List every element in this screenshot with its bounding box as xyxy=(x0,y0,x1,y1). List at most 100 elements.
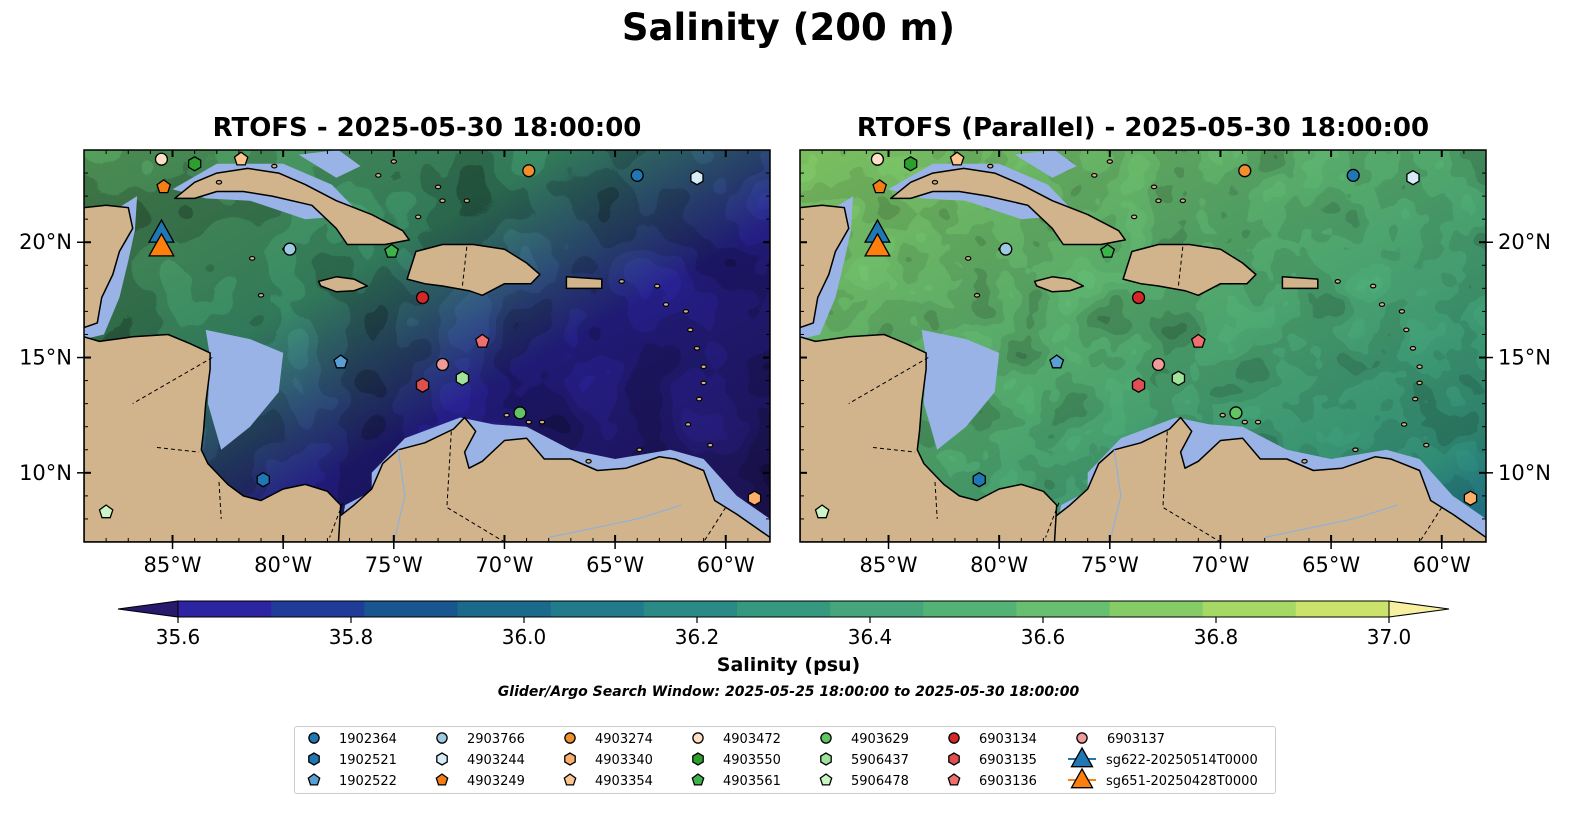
platform-4903340 xyxy=(1463,490,1478,506)
platform-4903354 xyxy=(949,151,965,166)
colorbar-max-extend xyxy=(1388,600,1450,618)
legend-marker xyxy=(820,752,832,766)
small-island xyxy=(662,302,670,307)
map-panel-rtofs: 85°W 80°W 75°W 70°W 65°W 60°W 10°N 15°N 20°N xyxy=(19,149,771,577)
small-island xyxy=(618,279,625,284)
small-island xyxy=(653,283,661,289)
platform-4903550 xyxy=(187,156,202,172)
lat-tick-label: 10°N xyxy=(19,461,72,485)
land-jamaica xyxy=(317,276,369,293)
small-island xyxy=(248,255,256,261)
small-island xyxy=(1409,345,1417,351)
small-island xyxy=(1403,327,1410,333)
small-island xyxy=(1352,447,1359,453)
legend-label: sg622-20250514T0000 xyxy=(1106,753,1258,768)
small-island xyxy=(1254,419,1262,425)
country-border-2 xyxy=(934,481,938,519)
small-island xyxy=(1091,172,1098,178)
legend-entry-4903244: 4903244 xyxy=(436,752,525,768)
map-panel-rtofs-parallel: 85°W 80°W 75°W 70°W 65°W 60°W 10°N 15°N 20°N xyxy=(799,149,1551,577)
land-puertoRico xyxy=(565,276,603,290)
river xyxy=(1109,449,1122,542)
legend-marker xyxy=(564,732,576,744)
small-island xyxy=(1369,283,1377,289)
small-island xyxy=(525,419,532,425)
land-cuba xyxy=(173,167,411,246)
land-jamaica xyxy=(1033,276,1085,293)
platform-6903134 xyxy=(1131,290,1146,305)
small-island xyxy=(1179,198,1187,204)
platform-2903766 xyxy=(999,242,1013,256)
legend-entry-4903354: 4903354 xyxy=(563,773,653,789)
platform-4903629 xyxy=(513,406,527,420)
legend-marker xyxy=(1070,767,1094,789)
small-island xyxy=(987,163,994,169)
platform-2903766 xyxy=(283,242,297,256)
colorbar-segment xyxy=(271,601,365,617)
platform-1902522 xyxy=(333,354,349,369)
colorbar-segment xyxy=(457,601,552,617)
colorbar-frame xyxy=(177,600,1390,618)
legend-label: 6903135 xyxy=(979,753,1037,768)
legend-entry-6903134: 6903134 xyxy=(948,732,1037,747)
land-hispaniola xyxy=(1122,243,1257,297)
platform-legend: 1902364 1902521 1902522 2903766 4903244 49032… xyxy=(294,726,1276,794)
small-island xyxy=(931,179,939,185)
platform-5906478 xyxy=(98,504,114,519)
lat-tick-label: 15°N xyxy=(1498,346,1551,370)
legend-entry-4903274: 4903274 xyxy=(564,732,653,747)
lat-tick-label: 15°N xyxy=(19,346,72,370)
country-border-0 xyxy=(132,357,213,405)
colorbar-segment xyxy=(643,601,738,617)
land-yucatan xyxy=(800,204,850,329)
country-border-3 xyxy=(1045,502,1060,538)
country-border-4 xyxy=(1162,431,1221,542)
land-cuba xyxy=(889,167,1127,246)
colorbar-segment xyxy=(1202,601,1297,617)
platform-4903550 xyxy=(903,156,918,172)
small-island xyxy=(1130,214,1138,220)
small-island xyxy=(700,380,707,386)
lon-tick-label: 60°W xyxy=(697,553,755,577)
shallow-shelf-1 xyxy=(205,329,284,450)
small-island xyxy=(684,422,692,427)
lon-tick-label: 70°W xyxy=(475,553,533,577)
lon-tick-label: 75°W xyxy=(1081,553,1139,577)
platform-6903137 xyxy=(1151,357,1166,372)
legend-entry-4903249: 4903249 xyxy=(435,773,525,789)
small-island xyxy=(1400,422,1408,427)
lon-tick-label: 60°W xyxy=(1413,553,1471,577)
lon-tick-label: 75°W xyxy=(365,553,423,577)
legend-label: 4903354 xyxy=(595,774,653,789)
platform-4903249 xyxy=(872,179,888,194)
legend-entry-1902522: 1902522 xyxy=(307,773,397,789)
colorbar-segment xyxy=(1016,601,1111,617)
platform-1902364 xyxy=(630,168,644,182)
legend-marker xyxy=(308,752,320,766)
legend-entry-6903135: 6903135 xyxy=(948,752,1037,768)
legend-label: 4903550 xyxy=(723,753,781,768)
legend-marker xyxy=(947,773,961,786)
platform-6903136 xyxy=(474,333,490,348)
platform-4903472 xyxy=(870,152,885,166)
platform-1902522 xyxy=(1049,354,1065,369)
small-island xyxy=(439,198,446,204)
small-island xyxy=(1241,419,1248,425)
small-island xyxy=(215,179,223,185)
colorbar-min-extend xyxy=(117,600,179,618)
legend-label: 4903561 xyxy=(723,774,781,789)
small-island xyxy=(695,396,703,402)
platform-4903561 xyxy=(384,243,400,258)
small-island xyxy=(1411,396,1419,402)
small-island xyxy=(1378,302,1386,307)
legend-marker xyxy=(820,732,832,744)
platform-4903340 xyxy=(747,490,762,506)
small-island xyxy=(682,309,690,314)
small-island xyxy=(1219,412,1226,418)
lat-tick-label: 20°N xyxy=(19,230,72,254)
small-island xyxy=(414,214,422,220)
legend-entry-4903550: 4903550 xyxy=(692,752,781,768)
legend-marker xyxy=(692,752,704,766)
small-island xyxy=(1150,184,1158,190)
